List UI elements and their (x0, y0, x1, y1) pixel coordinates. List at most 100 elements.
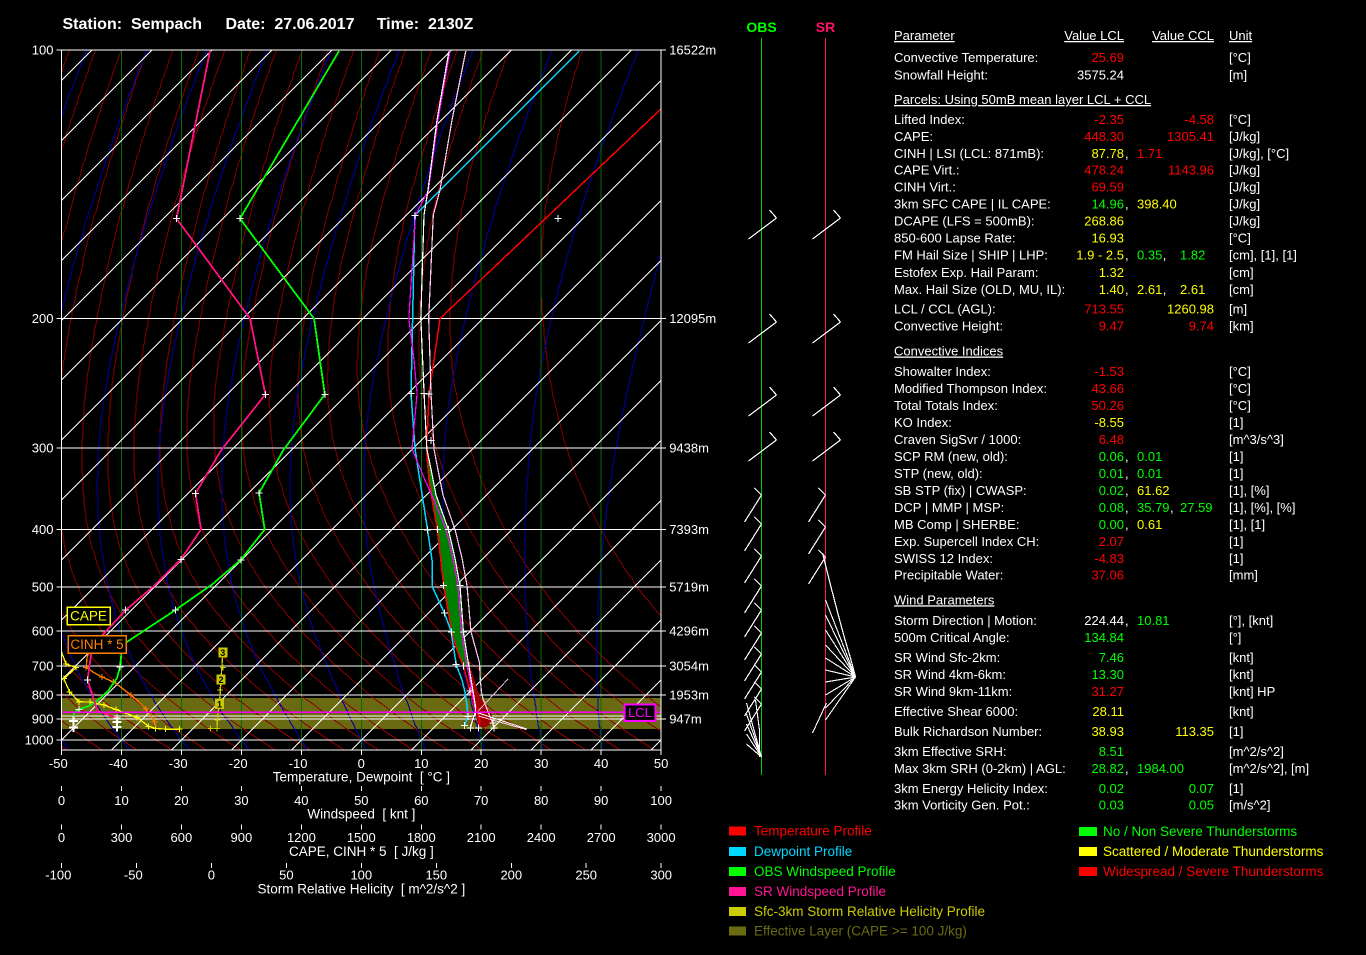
svg-text:DCAPE (LFS = 500mB):: DCAPE (LFS = 500mB): (894, 214, 1035, 229)
svg-text:4296m: 4296m (669, 624, 709, 639)
svg-text:1953m: 1953m (669, 687, 709, 702)
svg-text:Parameter: Parameter (894, 28, 955, 43)
svg-text:600: 600 (171, 830, 193, 845)
svg-text:Sfc-3km Storm Relative Helicit: Sfc-3km Storm Relative Helicity Profile (754, 904, 985, 919)
svg-text:OBS: OBS (746, 19, 776, 35)
svg-text:[1]: [1] (1229, 449, 1243, 464)
svg-text:CAPE:: CAPE: (894, 129, 933, 144)
svg-text:0.07: 0.07 (1189, 781, 1214, 796)
svg-text:6.48: 6.48 (1099, 432, 1124, 447)
svg-text:1.32: 1.32 (1099, 265, 1124, 280)
svg-text:Value LCL: Value LCL (1064, 28, 1124, 43)
svg-text:SR Wind 9km-11km:: SR Wind 9km-11km: (894, 684, 1012, 699)
svg-text:14.96: 14.96 (1091, 197, 1124, 212)
svg-text:Convective Height:: Convective Height: (894, 319, 1003, 334)
svg-text:[m]: [m] (1229, 302, 1247, 317)
svg-text:Scattered / Moderate Thunderst: Scattered / Moderate Thunderstorms (1103, 844, 1324, 859)
svg-text:70: 70 (474, 793, 488, 808)
svg-text:[1]: [1] (1229, 466, 1243, 481)
svg-text:500: 500 (32, 580, 54, 595)
svg-text:Bulk Richardson Number:: Bulk Richardson Number: (894, 724, 1042, 739)
svg-text:3km Vorticity Gen. Pot.:: 3km Vorticity Gen. Pot.: (894, 798, 1030, 813)
svg-text:Estofex Exp. Hail Param:: Estofex Exp. Hail Param: (894, 265, 1039, 280)
svg-text:40: 40 (294, 793, 308, 808)
svg-text:2.61: 2.61 (1180, 282, 1205, 297)
svg-text:MB Comp | SHERBE:: MB Comp | SHERBE: (894, 517, 1019, 532)
svg-text:150: 150 (425, 867, 447, 882)
svg-text:30: 30 (534, 756, 548, 771)
svg-text:3km SFC CAPE | IL CAPE:: 3km SFC CAPE | IL CAPE: (894, 197, 1051, 212)
svg-text:Max 3km SRH (0-2km) | AGL:: Max 3km SRH (0-2km) | AGL: (894, 761, 1066, 776)
svg-text:Total Totals Index:: Total Totals Index: (894, 398, 998, 413)
svg-text:7393m: 7393m (669, 522, 709, 537)
svg-text:30: 30 (234, 793, 248, 808)
svg-text:80: 80 (534, 793, 548, 808)
svg-text:3000: 3000 (647, 830, 676, 845)
svg-text:,: , (1125, 282, 1129, 297)
svg-text:900: 900 (231, 830, 253, 845)
svg-text:[J/kg]: [J/kg] (1229, 180, 1260, 195)
svg-text:[knt]: [knt] (1229, 667, 1254, 682)
svg-text:CAPE, CINH * 5 [ J/kg ]: CAPE, CINH * 5 [ J/kg ] (289, 844, 434, 859)
svg-text:Storm Relative Helicity [ m^2: Storm Relative Helicity [ m^2/s^2 ] (258, 881, 466, 896)
svg-text:SB STP (fix) | CWASP:: SB STP (fix) | CWASP: (894, 483, 1027, 498)
svg-text:0: 0 (208, 867, 215, 882)
svg-text:[mm]: [mm] (1229, 568, 1258, 583)
svg-text:Lifted Index:: Lifted Index: (894, 112, 965, 127)
svg-text:LCL / CCL (AGL):: LCL / CCL (AGL): (894, 302, 996, 317)
svg-text:,: , (1125, 197, 1129, 212)
svg-text:Convective Indices: Convective Indices (894, 344, 1004, 359)
svg-text:Snowfall Height:: Snowfall Height: (894, 67, 988, 82)
svg-text:0: 0 (358, 756, 365, 771)
svg-text:SCP RM (new, old):: SCP RM (new, old): (894, 449, 1008, 464)
svg-text:1.71: 1.71 (1137, 146, 1162, 161)
svg-text:[°]: [°] (1229, 630, 1241, 645)
svg-text:69.59: 69.59 (1091, 180, 1124, 195)
svg-text:[m^2/s^2]: [m^2/s^2] (1229, 744, 1284, 759)
svg-text:1260.98: 1260.98 (1167, 302, 1214, 317)
svg-text:398.40: 398.40 (1137, 197, 1177, 212)
svg-text:400: 400 (32, 522, 54, 537)
svg-text:3: 3 (220, 648, 225, 658)
svg-text:35.79: 35.79 (1137, 500, 1170, 515)
svg-text:[km]: [km] (1229, 319, 1254, 334)
svg-text:,: , (1125, 146, 1129, 161)
svg-text:Temperature, Dewpoint [ °C ]: Temperature, Dewpoint [ °C ] (273, 770, 450, 785)
svg-text:1200: 1200 (287, 830, 316, 845)
svg-text:2: 2 (218, 675, 223, 685)
svg-text:90: 90 (594, 793, 608, 808)
svg-text:60: 60 (414, 793, 428, 808)
svg-text:134.84: 134.84 (1084, 630, 1124, 645)
svg-text:700: 700 (32, 658, 54, 673)
svg-text:-50: -50 (124, 867, 143, 882)
svg-text:Craven SigSvr / 1000:: Craven SigSvr / 1000: (894, 432, 1021, 447)
svg-text:Unit: Unit (1229, 28, 1253, 43)
svg-text:0.01: 0.01 (1137, 466, 1162, 481)
svg-text:1984.00: 1984.00 (1137, 761, 1184, 776)
svg-text:-50: -50 (49, 756, 68, 771)
svg-text:3km Effective SRH:: 3km Effective SRH: (894, 744, 1006, 759)
svg-text:300: 300 (32, 441, 54, 456)
svg-text:Effective Shear 6000:: Effective Shear 6000: (894, 704, 1018, 719)
svg-text:16522m: 16522m (669, 43, 716, 58)
svg-text:300: 300 (650, 867, 672, 882)
svg-text:CAPE: CAPE (70, 609, 107, 624)
svg-text:Value CCL: Value CCL (1152, 28, 1214, 43)
svg-text:5719m: 5719m (669, 580, 709, 595)
svg-text:3054m: 3054m (669, 658, 709, 673)
svg-text:Widespread / Severe Thundersto: Widespread / Severe Thunderstorms (1103, 864, 1324, 879)
svg-text:20: 20 (474, 756, 488, 771)
svg-text:SR Wind 4km-6km:: SR Wind 4km-6km: (894, 667, 1006, 682)
svg-text:100: 100 (650, 793, 672, 808)
svg-text:-1.53: -1.53 (1094, 364, 1124, 379)
svg-text:KO Index:: KO Index: (894, 415, 952, 430)
svg-text:12095m: 12095m (669, 311, 716, 326)
svg-text:100: 100 (32, 43, 54, 58)
svg-text:Windspeed [ knt ]: Windspeed [ knt ] (307, 807, 415, 822)
svg-text:-2.35: -2.35 (1094, 112, 1124, 127)
svg-text:[1]: [1] (1229, 724, 1243, 739)
svg-text:[1], [%], [%]: [1], [%], [%] (1229, 500, 1295, 515)
svg-text:[°C]: [°C] (1229, 381, 1251, 396)
svg-text:,: , (1163, 282, 1167, 297)
svg-text:37.06: 37.06 (1091, 568, 1124, 583)
